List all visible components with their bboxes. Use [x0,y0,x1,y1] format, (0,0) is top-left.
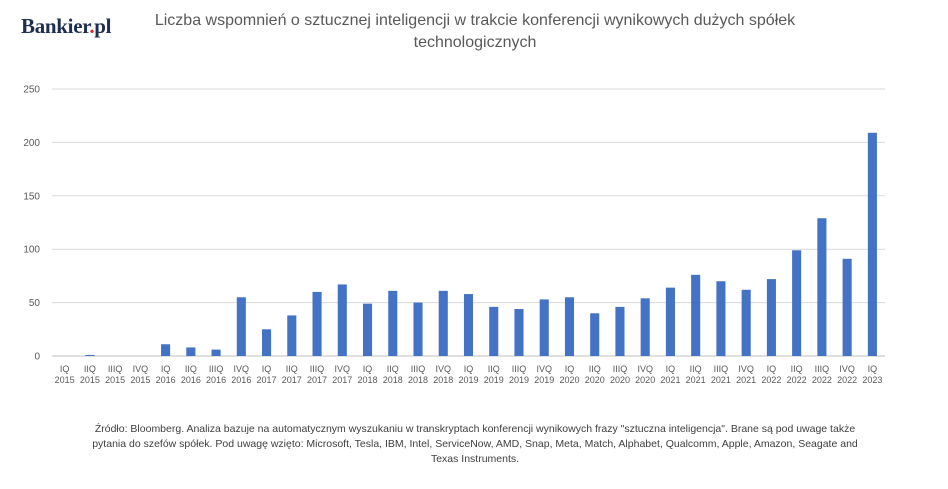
bar [236,297,246,356]
x-tick-label: IQ 2020 [559,364,579,385]
bar [842,258,852,356]
x-tick-label: IIIQ 2019 [509,364,529,385]
y-tick-label: 100 [23,245,40,256]
x-tick-label: IVQ 2022 [837,364,857,385]
chart-title: Liczba wspomnień o sztucznej inteligencj… [154,12,796,51]
x-tick-label: IIQ 2017 [282,364,302,385]
x-tick-label: IVQ 2021 [736,364,756,385]
x-tick-label: IVQ 2020 [635,364,655,385]
bar [438,290,448,356]
bar [388,290,398,356]
x-tick-label: IIQ 2015 [80,364,100,385]
x-tick-label: IVQ 2017 [332,364,352,385]
bar [564,297,575,356]
x-tick-label: IIIQ 2020 [610,364,630,385]
y-tick-label: 200 [23,138,40,149]
bar [362,303,373,356]
bar [287,315,297,356]
bar [691,274,701,356]
bar [514,309,524,356]
x-tick-label: IQ 2022 [761,364,781,385]
x-tick-label: IIIQ 2022 [812,364,832,385]
x-tick-label: IIQ 2020 [585,364,605,385]
x-tick-label: IIQ 2019 [484,364,504,385]
x-tick-label: IIIQ 2018 [408,364,428,385]
bar [161,344,171,356]
x-tick-label: IQ 2017 [257,364,277,385]
x-tick-label: IVQ 2019 [534,364,554,385]
x-tick-label: IIQ 2022 [787,364,807,385]
bar [413,302,423,356]
logo-name: Bankier [21,14,90,38]
y-tick-label: 50 [29,298,41,309]
bar [186,347,196,356]
bar [211,349,221,356]
bars [85,132,877,356]
x-tick-label: IIIQ 2017 [307,364,327,385]
x-tick-label: IVQ 2016 [231,364,251,385]
x-tick-label: IIIQ 2021 [711,364,731,385]
x-tick-label: IIQ 2018 [383,364,403,385]
bar [590,313,600,356]
x-tick-label: IQ 2023 [862,364,882,385]
y-tick-label: 250 [23,85,40,96]
bar [615,306,625,356]
logo-tld: pl [94,14,112,38]
x-tick-label: IQ 2021 [660,364,680,385]
x-tick-label: IQ 2018 [358,364,378,385]
x-tick-label: IIQ 2016 [181,364,201,385]
y-tick-label: 150 [23,191,40,202]
bar [337,284,347,356]
y-tick-label: 0 [34,352,40,363]
bar [665,287,675,356]
x-tick-label: IIIQ 2015 [105,364,125,385]
bar [792,250,802,356]
bar [539,299,549,356]
bar [489,306,499,356]
bar [867,132,877,356]
bar [463,294,474,356]
bankier-logo: Bankier.pl [21,14,112,39]
logo-dot: . [89,14,95,38]
source-note: Źródło: Bloomberg. Analiza bazuje na aut… [92,423,858,465]
bar [85,354,95,356]
x-tick-label: IQ 2016 [156,364,176,385]
bar [741,289,751,356]
y-axis: 0 50 100 150 200 250 [23,85,40,363]
bar [716,281,726,356]
x-tick-label: IQ 2019 [458,364,478,385]
bar [640,298,650,356]
x-tick-label: IVQ 2018 [433,364,453,385]
bar [766,279,776,356]
x-tick-label: IIQ 2021 [686,364,706,385]
x-tick-label: IIIQ 2016 [206,364,226,385]
bar [312,291,322,356]
x-tick-label: IVQ 2015 [130,364,150,385]
bar [817,218,827,356]
bar [262,329,272,356]
x-tick-label: IQ 2015 [55,364,75,385]
